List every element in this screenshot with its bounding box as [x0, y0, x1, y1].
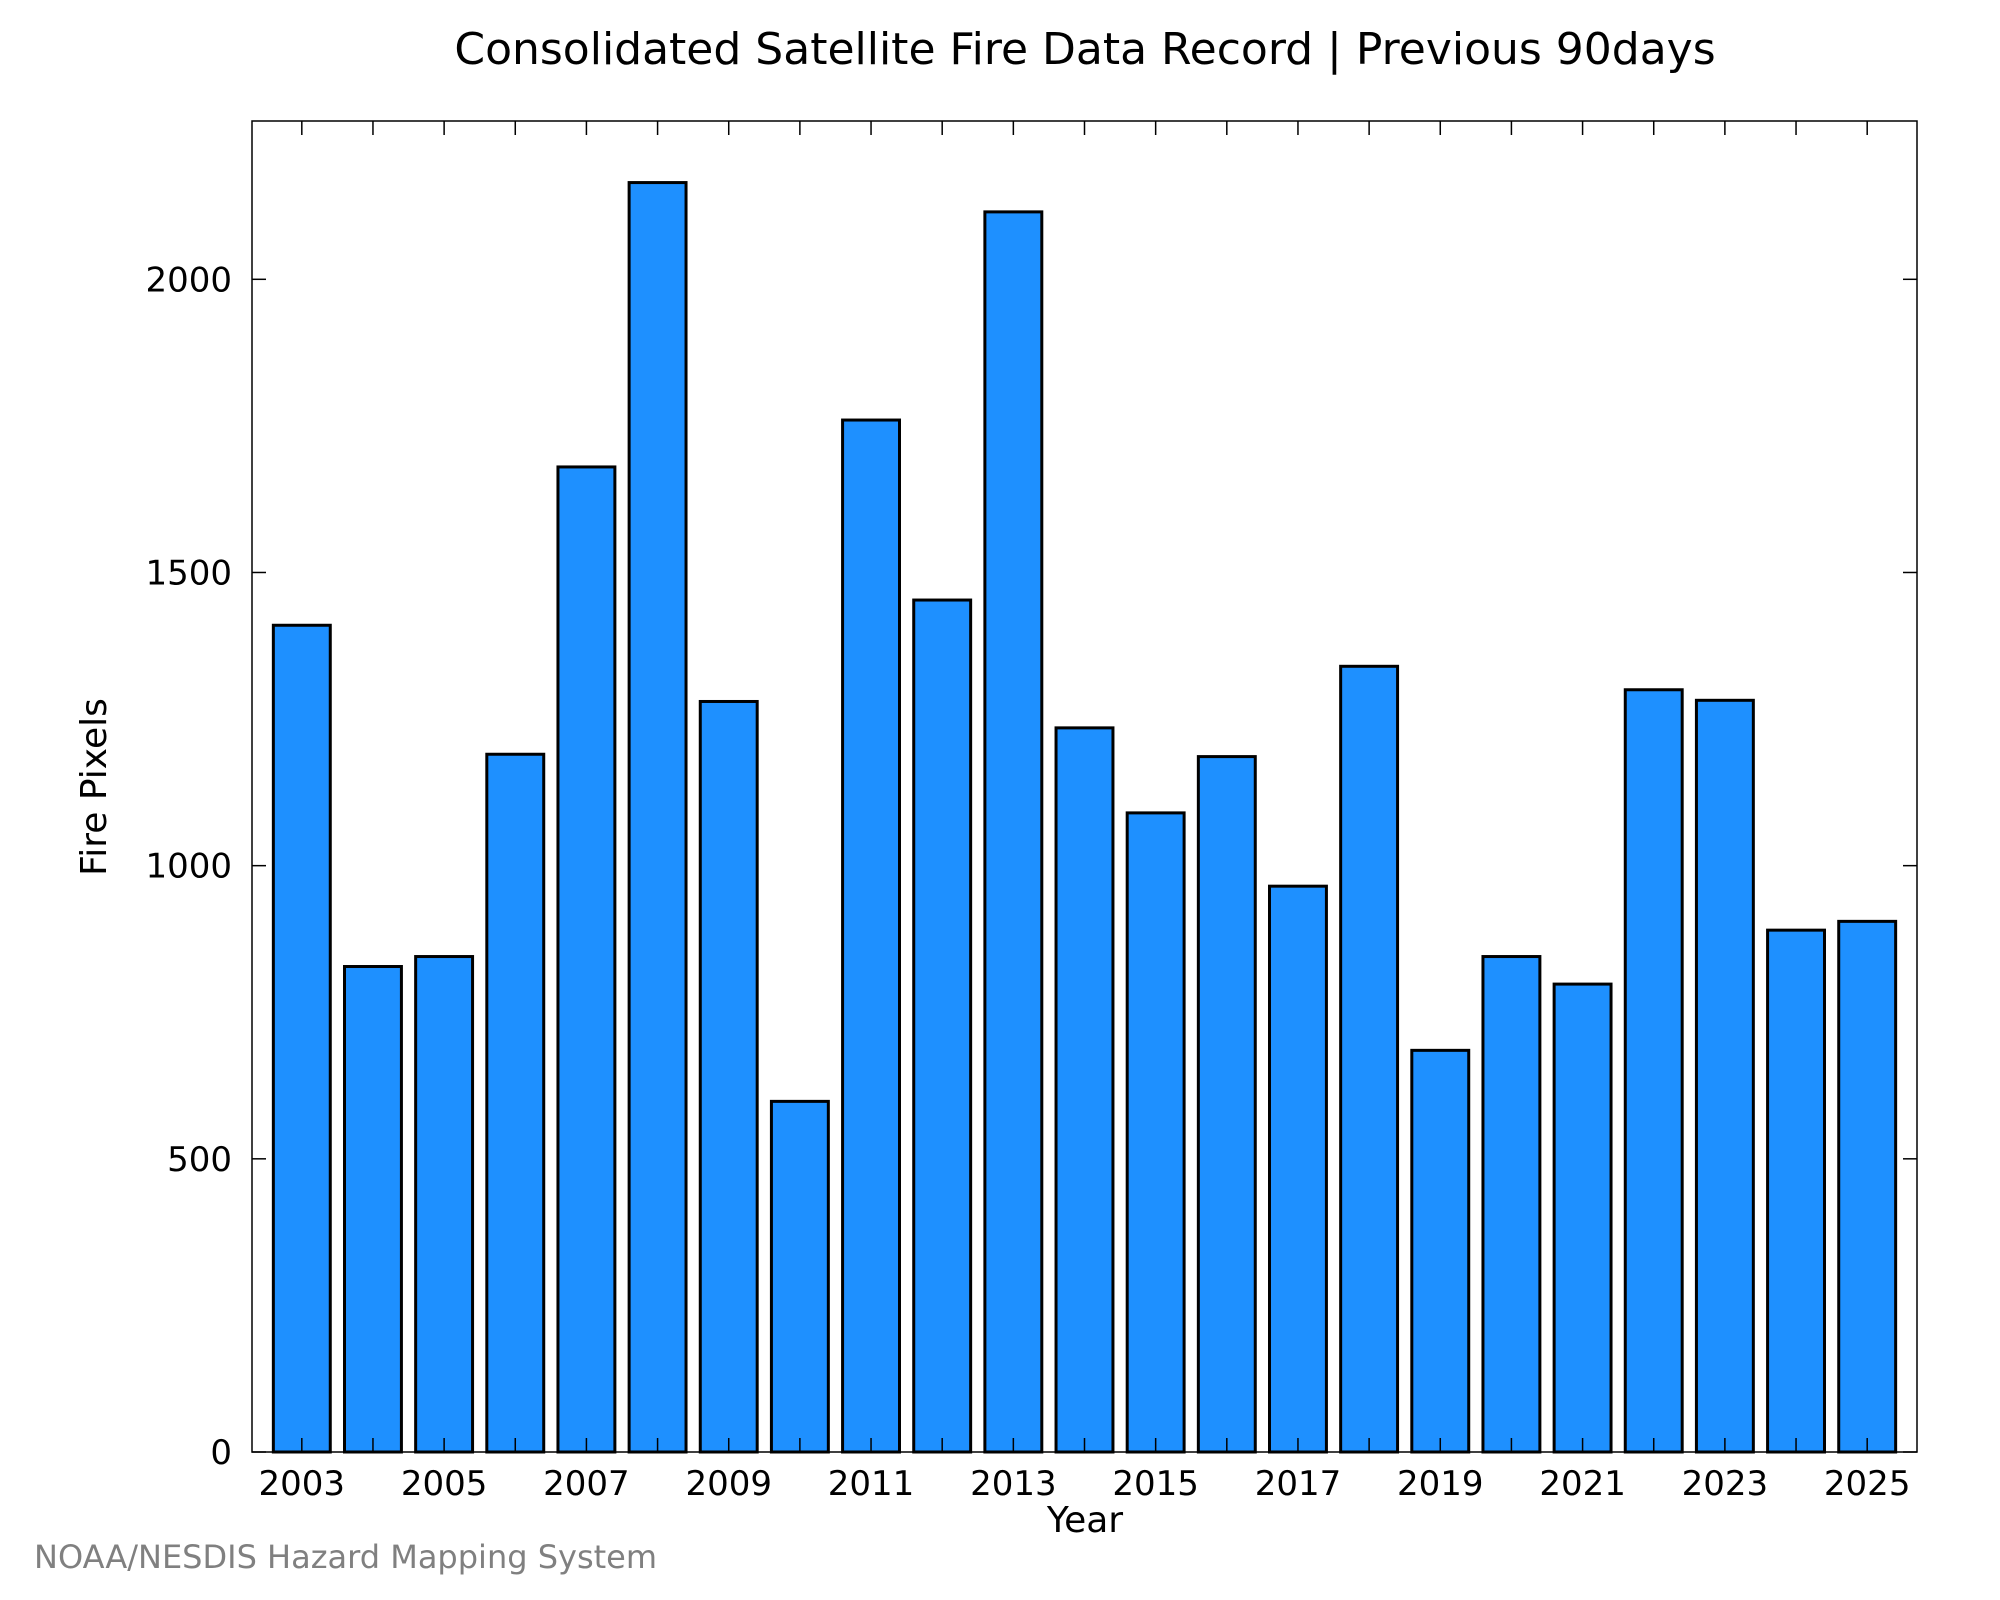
bar-2003	[271, 623, 332, 1454]
y-axis-label: Fire Pixels	[74, 698, 115, 876]
bar-2022	[1623, 688, 1684, 1454]
bar-2013	[983, 210, 1044, 1454]
y-tick-label-0: 0	[210, 1433, 232, 1473]
plot-frame	[251, 120, 1918, 1453]
x-tick-label-2009: 2009	[685, 1464, 772, 1504]
x-tick-label-2017: 2017	[1255, 1464, 1342, 1504]
y-tick-label-500: 500	[167, 1140, 232, 1180]
bar-2025	[1837, 919, 1898, 1454]
x-tick-label-2019: 2019	[1397, 1464, 1484, 1504]
bar-2005	[414, 955, 475, 1454]
x-tick-label-2011: 2011	[828, 1464, 915, 1504]
bar-2017	[1268, 884, 1328, 1454]
bar-2006	[485, 752, 546, 1454]
x-tick-label-2003: 2003	[259, 1464, 346, 1504]
bar-2014	[1054, 726, 1115, 1454]
bar-2008	[627, 181, 688, 1454]
x-tick-label-2007: 2007	[543, 1464, 630, 1504]
bar-2024	[1766, 928, 1826, 1454]
x-axis-label: Year	[1046, 1500, 1123, 1541]
x-tick-label-2021: 2021	[1539, 1464, 1626, 1504]
bar-2019	[1410, 1048, 1471, 1454]
bars-group	[271, 181, 1898, 1454]
source-note: NOAA/NESDIS Hazard Mapping System	[34, 1538, 658, 1576]
bar-2007	[556, 465, 617, 1454]
x-tick-label-2005: 2005	[401, 1464, 488, 1504]
bar-2011	[841, 418, 902, 1454]
bar-2012	[912, 598, 973, 1454]
chart-title: Consolidated Satellite Fire Data Record …	[454, 24, 1715, 75]
bar-2015	[1125, 811, 1186, 1454]
bar-2020	[1481, 955, 1542, 1454]
bar-2016	[1196, 755, 1257, 1454]
x-tick-label-2025: 2025	[1824, 1464, 1911, 1504]
x-tick-label-2015: 2015	[1112, 1464, 1199, 1504]
x-tick-label-2023: 2023	[1682, 1464, 1769, 1504]
x-tick-label-2013: 2013	[970, 1464, 1057, 1504]
y-tick-label-2000: 2000	[145, 260, 232, 300]
y-tick-label-1000: 1000	[145, 847, 232, 887]
bar-2023	[1694, 698, 1755, 1454]
bar-2018	[1339, 664, 1400, 1454]
bar-2009	[698, 699, 759, 1454]
y-tick-label-1500: 1500	[145, 553, 232, 593]
bar-2021	[1552, 982, 1613, 1454]
bar-2010	[769, 1099, 830, 1454]
bar-2004	[343, 965, 403, 1454]
ticks-group: 2003 2005 2007 2009 2011 2013 2015 2017 2019 2021…	[145, 121, 1917, 1504]
